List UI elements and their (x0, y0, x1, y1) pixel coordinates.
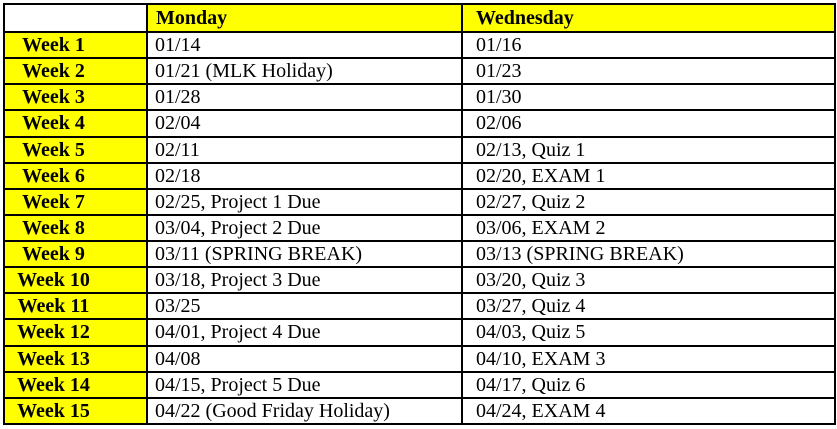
week-label-cell: Week 8 (3, 213, 148, 243)
wednesday-cell: 04/17, Quiz 6 (461, 370, 836, 399)
table-row: Week 3 01/28 01/30 (3, 83, 836, 112)
wednesday-cell: 03/27, Quiz 4 (461, 292, 836, 321)
schedule-header: Monday Wednesday (3, 3, 836, 33)
week-label-cell: Week 3 (3, 83, 148, 112)
table-row: Week 14 04/15, Project 5 Due 04/17, Quiz 6 (3, 370, 836, 399)
monday-cell: 03/25 (146, 292, 463, 321)
wednesday-cell: 04/24, EXAM 4 (461, 396, 836, 426)
week-label-cell: Week 1 (3, 30, 148, 60)
monday-cell: 02/04 (146, 109, 463, 138)
table-row: Week 6 02/18 02/20, EXAM 1 (3, 161, 836, 190)
week-label-cell: Week 13 (3, 344, 148, 373)
wednesday-cell: 04/10, EXAM 3 (461, 344, 836, 373)
wednesday-header-cell: Wednesday (461, 3, 836, 33)
wednesday-cell: 02/27, Quiz 2 (461, 187, 836, 216)
wednesday-cell: 01/16 (461, 30, 836, 60)
monday-header-cell: Monday (146, 3, 463, 33)
wednesday-cell: 02/13, Quiz 1 (461, 135, 836, 164)
wednesday-cell: 02/06 (461, 109, 836, 138)
table-row: Week 15 04/22 (Good Friday Holiday) 04/24,… (3, 396, 836, 426)
schedule-body: Week 1 01/14 01/16 Week 2 01/21 (MLK Holiday… (3, 30, 836, 426)
monday-cell: 02/25, Project 1 Due (146, 187, 463, 216)
week-label-cell: Week 2 (3, 57, 148, 86)
table-row: Week 11 03/25 03/27, Quiz 4 (3, 292, 836, 321)
wednesday-cell: 02/20, EXAM 1 (461, 161, 836, 190)
monday-cell: 01/14 (146, 30, 463, 60)
table-row: Week 1 01/14 01/16 (3, 30, 836, 60)
monday-cell: 04/22 (Good Friday Holiday) (146, 396, 463, 426)
monday-cell: 01/21 (MLK Holiday) (146, 57, 463, 86)
monday-cell: 03/04, Project 2 Due (146, 213, 463, 243)
table-row: Week 7 02/25, Project 1 Due 02/27, Quiz 2 (3, 187, 836, 216)
week-label-cell: Week 10 (3, 266, 148, 295)
wednesday-cell: 01/23 (461, 57, 836, 86)
week-label-cell: Week 12 (3, 318, 148, 347)
week-label-cell: Week 6 (3, 161, 148, 190)
wednesday-cell: 01/30 (461, 83, 836, 112)
table-row: Week 2 01/21 (MLK Holiday) 01/23 (3, 57, 836, 86)
week-label-cell: Week 14 (3, 370, 148, 399)
table-row: Week 8 03/04, Project 2 Due 03/06, EXAM 2 (3, 213, 836, 243)
monday-cell: 04/15, Project 5 Due (146, 370, 463, 399)
week-label-cell: Week 5 (3, 135, 148, 164)
monday-cell: 01/28 (146, 83, 463, 112)
header-row: Monday Wednesday (3, 3, 836, 33)
table-row: Week 13 04/08 04/10, EXAM 3 (3, 344, 836, 373)
week-label-cell: Week 4 (3, 109, 148, 138)
table-row: Week 9 03/11 (SPRING BREAK) 03/13 (SPRING … (3, 239, 836, 269)
wednesday-cell: 03/13 (SPRING BREAK) (461, 239, 836, 269)
wednesday-cell: 03/06, EXAM 2 (461, 213, 836, 243)
monday-cell: 03/18, Project 3 Due (146, 266, 463, 295)
week-label-cell: Week 11 (3, 292, 148, 321)
monday-cell: 02/11 (146, 135, 463, 164)
table-row: Week 12 04/01, Project 4 Due 04/03, Quiz 5 (3, 318, 836, 347)
wednesday-cell: 03/20, Quiz 3 (461, 266, 836, 295)
monday-cell: 04/08 (146, 344, 463, 373)
table-row: Week 5 02/11 02/13, Quiz 1 (3, 135, 836, 164)
monday-cell: 04/01, Project 4 Due (146, 318, 463, 347)
week-label-cell: Week 15 (3, 396, 148, 426)
week-label-cell: Week 9 (3, 239, 148, 269)
table-row: Week 10 03/18, Project 3 Due 03/20, Quiz 3 (3, 266, 836, 295)
week-label-cell: Week 7 (3, 187, 148, 216)
corner-header-cell (3, 3, 148, 33)
monday-cell: 03/11 (SPRING BREAK) (146, 239, 463, 269)
table-row: Week 4 02/04 02/06 (3, 109, 836, 138)
wednesday-cell: 04/03, Quiz 5 (461, 318, 836, 347)
monday-cell: 02/18 (146, 161, 463, 190)
